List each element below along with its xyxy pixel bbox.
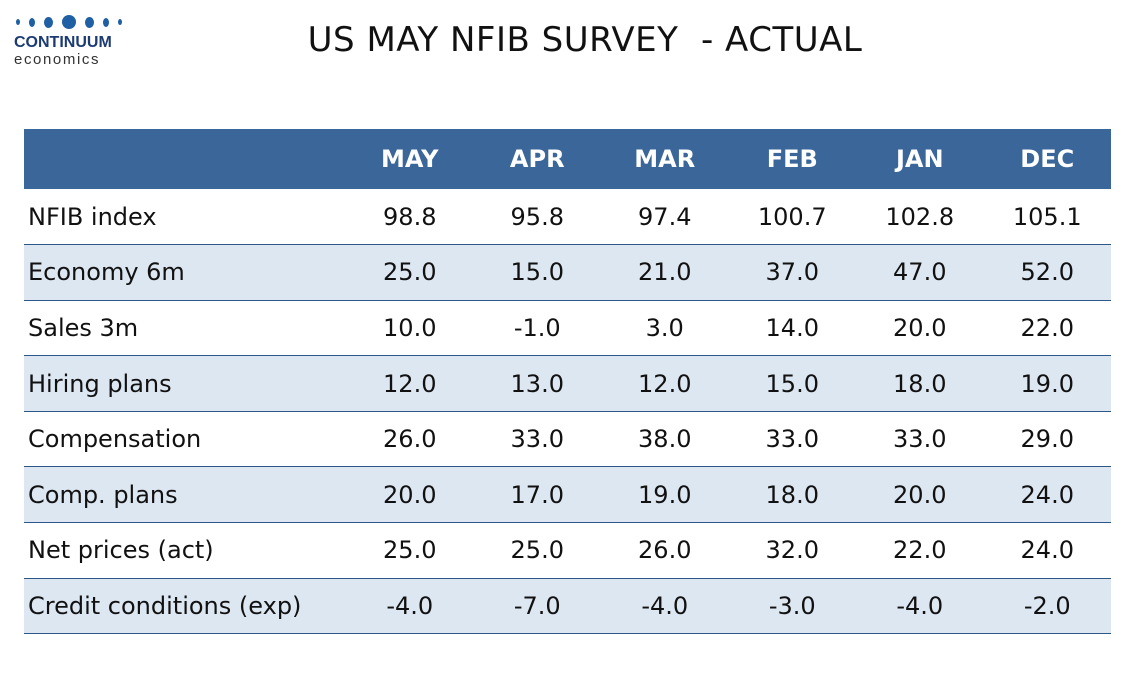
- row-label: Sales 3m: [28, 313, 139, 342]
- value-cell: 105.1: [1012, 202, 1082, 231]
- value-cell: 25.0: [510, 536, 564, 565]
- header-dec: DEC: [1020, 145, 1075, 173]
- value-cell: 22.0: [893, 536, 947, 565]
- value-cell: 33.0: [893, 425, 947, 454]
- logo-dots-icon: [16, 14, 134, 30]
- value-cell: 24.0: [1020, 536, 1074, 565]
- table-row: NFIB index 98.8 95.8 97.4 100.7 102.8 105.1: [24, 189, 1111, 245]
- value-cell: 21.0: [638, 258, 692, 287]
- value-cell: 17.0: [510, 480, 564, 509]
- value-cell: 25.0: [383, 258, 437, 287]
- value-cell: 22.0: [1020, 313, 1074, 342]
- value-cell: 12.0: [638, 369, 692, 398]
- value-cell: 15.0: [510, 258, 564, 287]
- header-feb: FEB: [766, 145, 818, 173]
- value-cell: 32.0: [765, 536, 819, 565]
- header-may: MAY: [380, 145, 439, 173]
- row-label: Compensation: [28, 425, 202, 454]
- value-cell: 38.0: [638, 425, 692, 454]
- header-jan: JAN: [895, 145, 944, 173]
- value-cell: 95.8: [510, 202, 564, 231]
- value-cell: -4.0: [386, 591, 434, 620]
- value-cell: 37.0: [765, 258, 819, 287]
- value-cell: 26.0: [638, 536, 692, 565]
- table-row: Hiring plans 12.0 13.0 12.0 15.0 18.0 19.0: [24, 355, 1111, 412]
- value-cell: 52.0: [1020, 258, 1074, 287]
- value-cell: 29.0: [1020, 425, 1074, 454]
- value-cell: 102.8: [885, 202, 955, 231]
- row-label: Comp. plans: [28, 480, 178, 509]
- value-cell: 13.0: [510, 369, 564, 398]
- table-row: Sales 3m 10.0 -1.0 3.0 14.0 20.0 22.0: [24, 300, 1111, 356]
- table-row: Net prices (act) 25.0 25.0 26.0 32.0 22.0 24.0: [24, 523, 1111, 579]
- value-cell: 33.0: [510, 425, 564, 454]
- header-label-cell: [24, 129, 346, 189]
- value-cell: 19.0: [1020, 369, 1074, 398]
- value-cell: 97.4: [638, 202, 692, 231]
- header-mar: MAR: [634, 145, 696, 173]
- value-cell: -3.0: [768, 591, 816, 620]
- value-cell: -1.0: [513, 313, 561, 342]
- table-header-row: MAY APR MAR FEB JAN DEC: [24, 129, 1111, 189]
- value-cell: -2.0: [1023, 591, 1071, 620]
- table-body: NFIB index 98.8 95.8 97.4 100.7 102.8 105.1 Eco…: [24, 189, 1111, 634]
- value-cell: -4.0: [896, 591, 944, 620]
- table-row: Credit conditions (exp) -4.0 -7.0 -4.0 -3.0 -…: [24, 578, 1111, 634]
- value-cell: 3.0: [645, 313, 684, 342]
- row-label: Hiring plans: [28, 369, 172, 398]
- row-label: Credit conditions (exp): [28, 591, 302, 620]
- survey-table: MAY APR MAR FEB JAN DEC NFIB index 98.8 95…: [24, 129, 1111, 634]
- value-cell: 14.0: [765, 313, 819, 342]
- page-title: US MAY NFIB SURVEY - ACTUAL: [307, 20, 863, 60]
- value-cell: 20.0: [893, 480, 947, 509]
- value-cell: 18.0: [765, 480, 819, 509]
- header-apr: APR: [509, 145, 565, 173]
- value-cell: 10.0: [383, 313, 437, 342]
- value-cell: 18.0: [893, 369, 947, 398]
- value-cell: 25.0: [383, 536, 437, 565]
- value-cell: 19.0: [638, 480, 692, 509]
- value-cell: 47.0: [893, 258, 947, 287]
- table-row: Compensation 26.0 33.0 38.0 33.0 33.0 29.0: [24, 411, 1111, 467]
- value-cell: 26.0: [383, 425, 437, 454]
- row-label: NFIB index: [28, 202, 157, 231]
- value-cell: -7.0: [513, 591, 561, 620]
- value-cell: 15.0: [765, 369, 819, 398]
- table-row: Economy 6m 25.0 15.0 21.0 37.0 47.0 52.0: [24, 244, 1111, 301]
- value-cell: 24.0: [1020, 480, 1074, 509]
- logo-name: CONTINUUM: [14, 34, 112, 51]
- continuum-economics-logo: CONTINUUM economics: [14, 14, 134, 76]
- value-cell: 33.0: [765, 425, 819, 454]
- survey-table-container: MAY APR MAR FEB JAN DEC NFIB index 98.8 95…: [24, 129, 1111, 634]
- value-cell: 20.0: [893, 313, 947, 342]
- value-cell: 12.0: [383, 369, 437, 398]
- value-cell: 98.8: [383, 202, 437, 231]
- logo-subtitle: economics: [14, 51, 101, 68]
- table-row: Comp. plans 20.0 17.0 19.0 18.0 20.0 24.0: [24, 466, 1111, 523]
- value-cell: -4.0: [641, 591, 689, 620]
- value-cell: 20.0: [383, 480, 437, 509]
- value-cell: 100.7: [757, 202, 827, 231]
- row-label: Economy 6m: [28, 258, 185, 287]
- row-label: Net prices (act): [28, 536, 214, 565]
